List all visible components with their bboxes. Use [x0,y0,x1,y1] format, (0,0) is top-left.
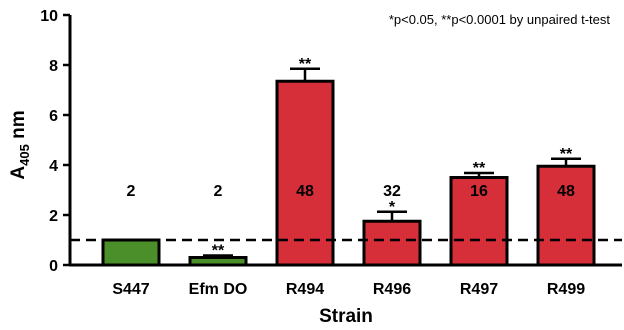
bar-value-label: 48 [557,183,575,200]
bar [101,238,161,267]
x-category-label: S447 [112,281,149,298]
bar-value-label: 48 [296,183,314,200]
x-axis-categories: S447 Efm DO R494 R496 R497 R499 [112,281,585,298]
bar-value-label: 16 [470,183,488,200]
y-axis-ticks: 0 2 4 6 8 10 [40,8,70,275]
bars [101,67,596,267]
y-tick-label: 10 [40,8,58,25]
significance-marker: ** [299,56,312,73]
significance-note: *p<0.05, **p<0.0001 by unpaired t-test [389,12,611,27]
x-category-label: R497 [460,281,498,298]
bar-value-label: 32 [383,183,401,200]
y-tick-label: 8 [49,58,58,75]
bar [362,219,422,267]
significance-marker: ** [473,160,486,177]
x-category-label: R496 [373,281,411,298]
bar [536,164,596,267]
significance-marker: ** [560,146,573,163]
x-category-label: R494 [286,281,324,298]
significance-marker: * [389,199,396,216]
svg-text:A405 nm: A405 nm [8,110,32,179]
y-tick-label: 4 [49,158,58,175]
x-category-label: Efm DO [189,281,248,298]
x-category-label: R499 [547,281,585,298]
bar-value-label: 2 [127,183,136,200]
y-tick-label: 6 [49,108,58,125]
bar-annotations: 2 2 ** 48 ** 32* 16 ** 48 ** [127,56,575,260]
bar-value-label: 2 [214,183,223,200]
significance-marker: ** [212,243,225,260]
y-axis-title: A405 nm [8,110,32,179]
y-axis-title-unit: nm [8,110,29,144]
y-tick-label: 0 [49,258,58,275]
y-axis-title-subscript: 405 [17,144,32,166]
x-axis-title: Strain [319,306,373,327]
y-tick-label: 2 [49,208,58,225]
y-axis-title-base: A [8,166,29,180]
bar [275,79,335,267]
